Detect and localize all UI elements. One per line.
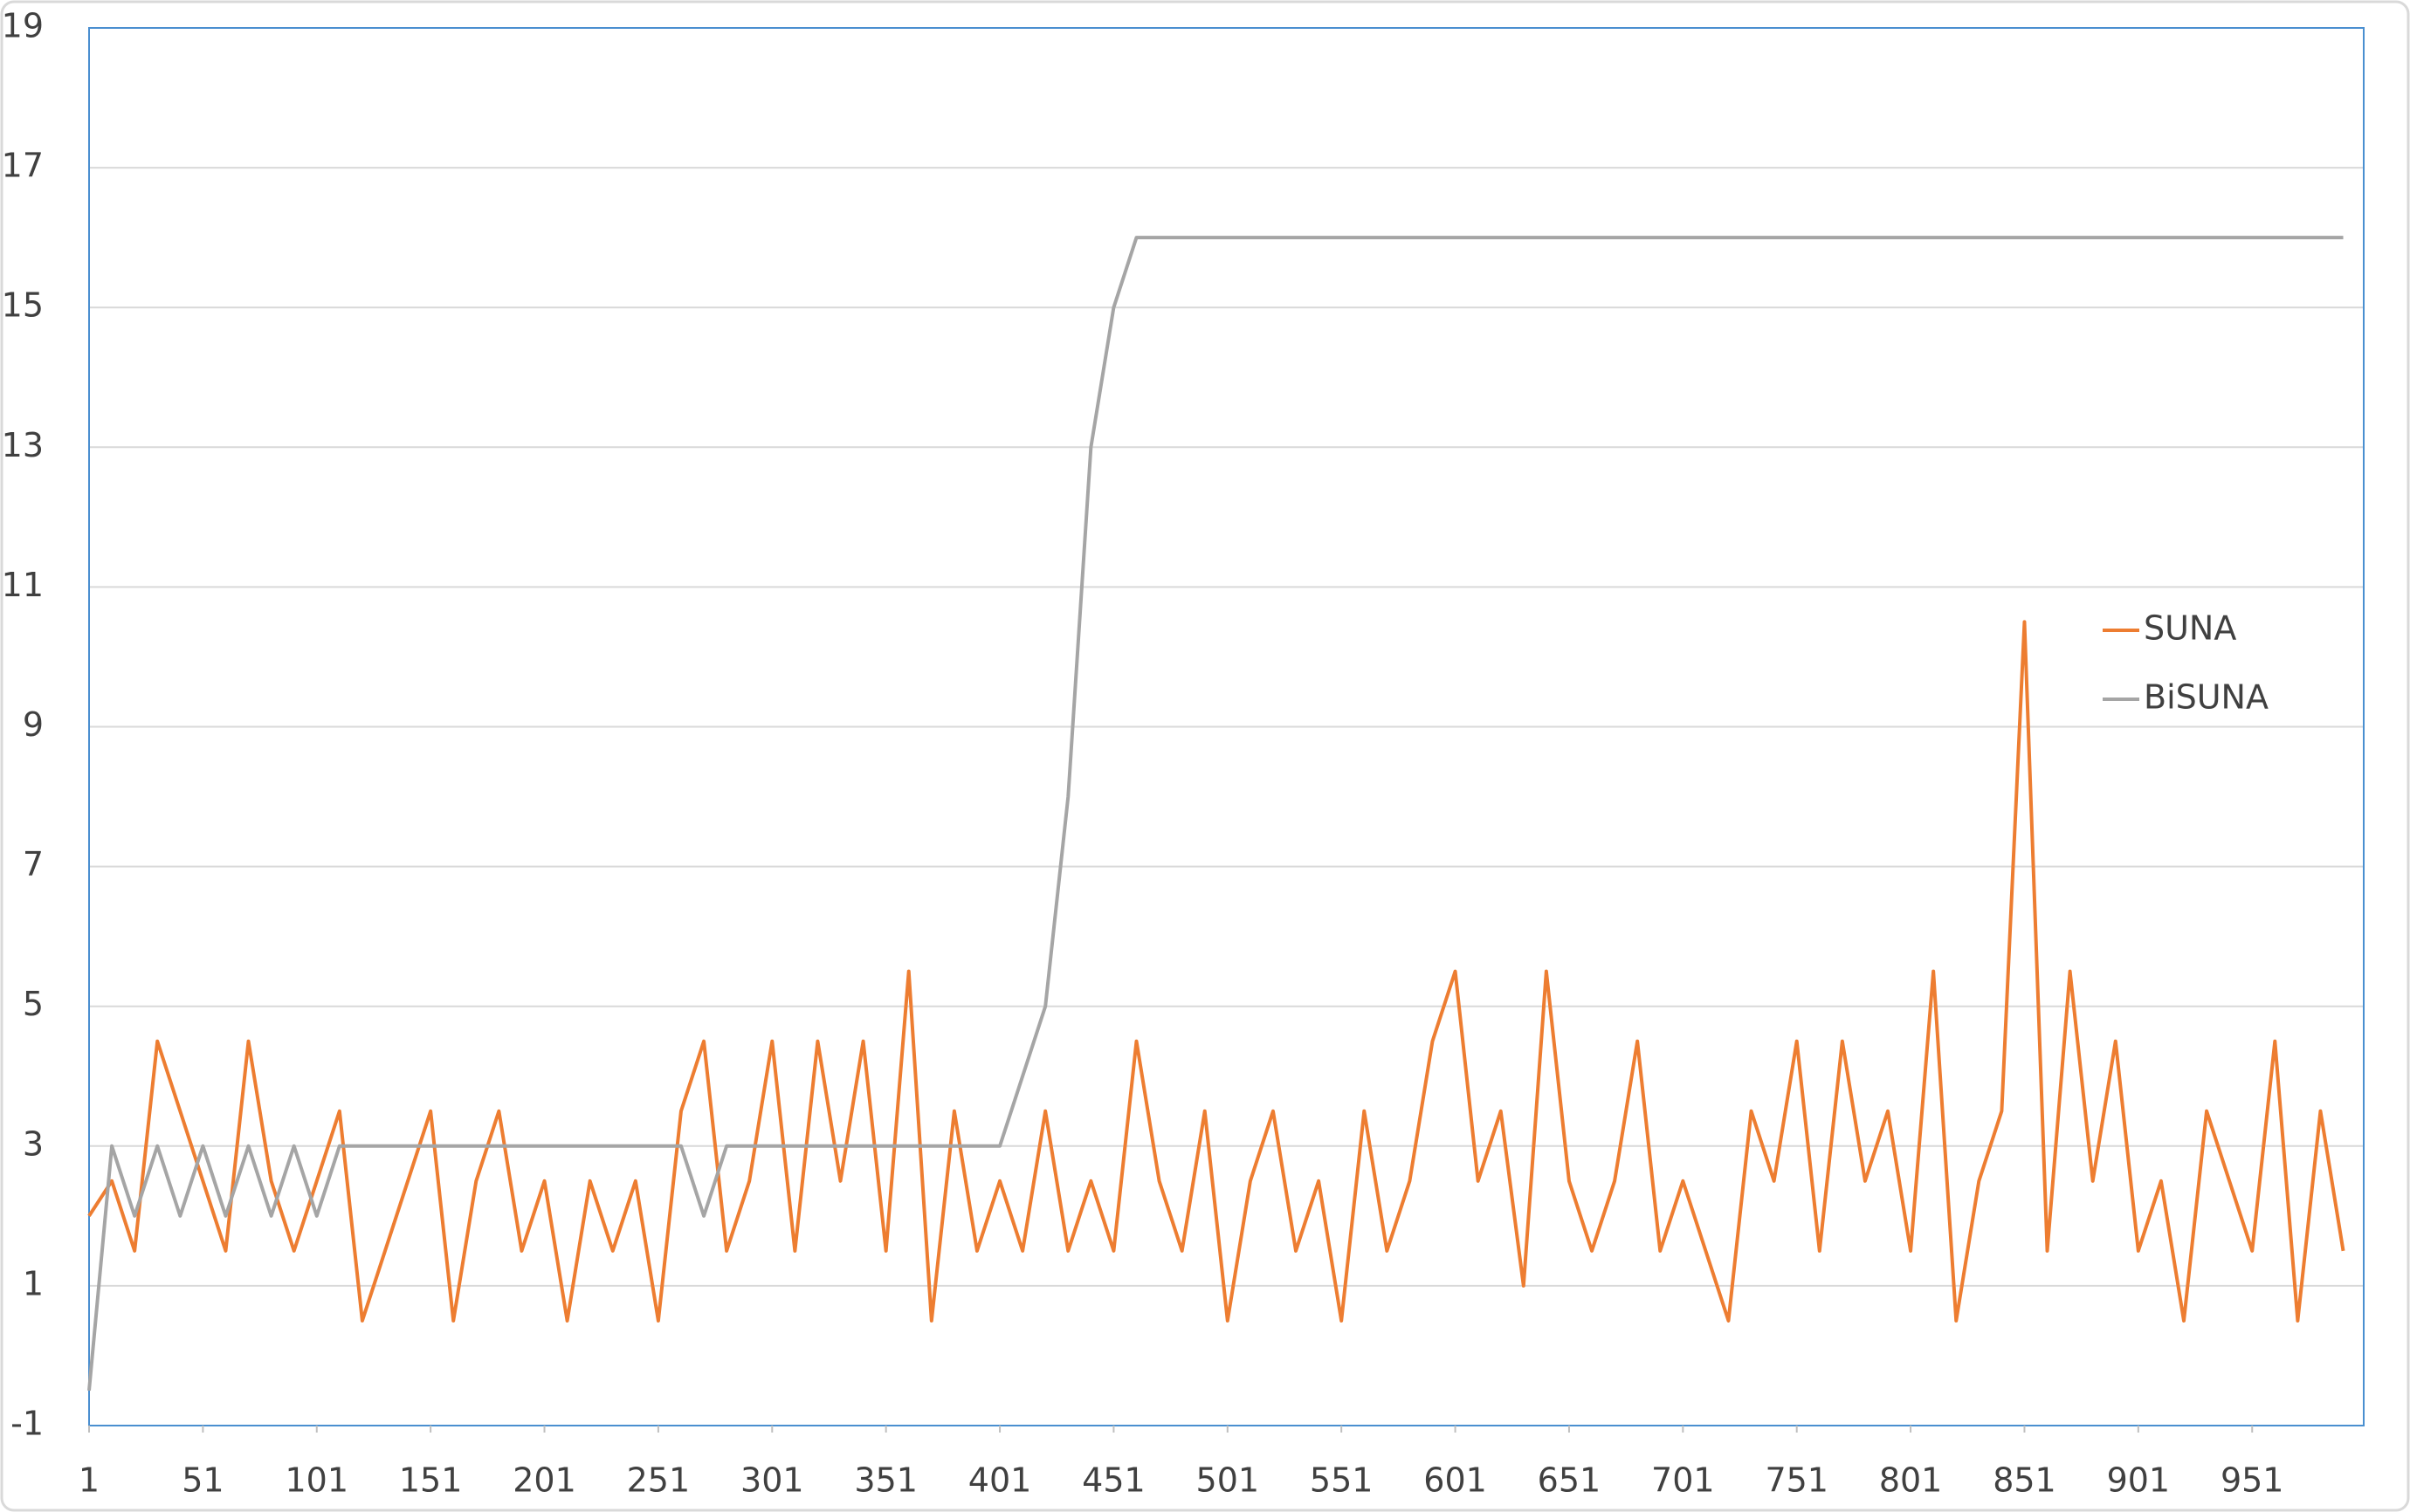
x-tick-label: 401 — [968, 1461, 1032, 1500]
x-tick-label: 851 — [1993, 1461, 2056, 1500]
x-tick-label: 651 — [1538, 1461, 1601, 1500]
y-tick-label: 19 — [2, 7, 44, 45]
x-tick-label: 101 — [285, 1461, 348, 1500]
x-tick-label: 801 — [1879, 1461, 1943, 1500]
y-tick-label: 3 — [23, 1124, 44, 1163]
x-tick-label: 551 — [1310, 1461, 1374, 1500]
y-tick-label: 1 — [23, 1264, 44, 1302]
y-tick-label: 9 — [23, 705, 44, 744]
series-line — [87, 620, 2345, 1323]
y-tick-label: 17 — [2, 147, 44, 185]
y-tick-label: 13 — [2, 426, 44, 464]
legend-label: BiSUNA — [2144, 678, 2269, 717]
y-tick-label: 5 — [23, 985, 44, 1023]
legend-label: SUNA — [2144, 609, 2236, 648]
x-tick-label: 451 — [1082, 1461, 1146, 1500]
x-tick-label: 201 — [513, 1461, 576, 1500]
x-tick-label: 901 — [2107, 1461, 2171, 1500]
x-tick-label: 351 — [854, 1461, 918, 1500]
series-line — [87, 236, 2344, 1392]
x-tick-label: 701 — [1651, 1461, 1715, 1500]
y-tick-label: 15 — [2, 286, 44, 325]
x-tick-label: 501 — [1196, 1461, 1260, 1500]
x-tick-label: 251 — [627, 1461, 691, 1500]
x-tick-label: 1 — [79, 1461, 100, 1500]
y-tick-label: -1 — [10, 1405, 44, 1443]
x-tick-label: 301 — [740, 1461, 804, 1500]
x-tick-label: 51 — [182, 1461, 224, 1500]
x-tick-label: 601 — [1423, 1461, 1487, 1500]
y-tick-label: 7 — [23, 845, 44, 883]
x-tick-label: 151 — [399, 1461, 463, 1500]
x-tick-label: 951 — [2221, 1461, 2284, 1500]
y-tick-label: 11 — [2, 566, 44, 604]
x-tick-label: 751 — [1765, 1461, 1828, 1500]
plot-area — [88, 27, 2365, 1426]
